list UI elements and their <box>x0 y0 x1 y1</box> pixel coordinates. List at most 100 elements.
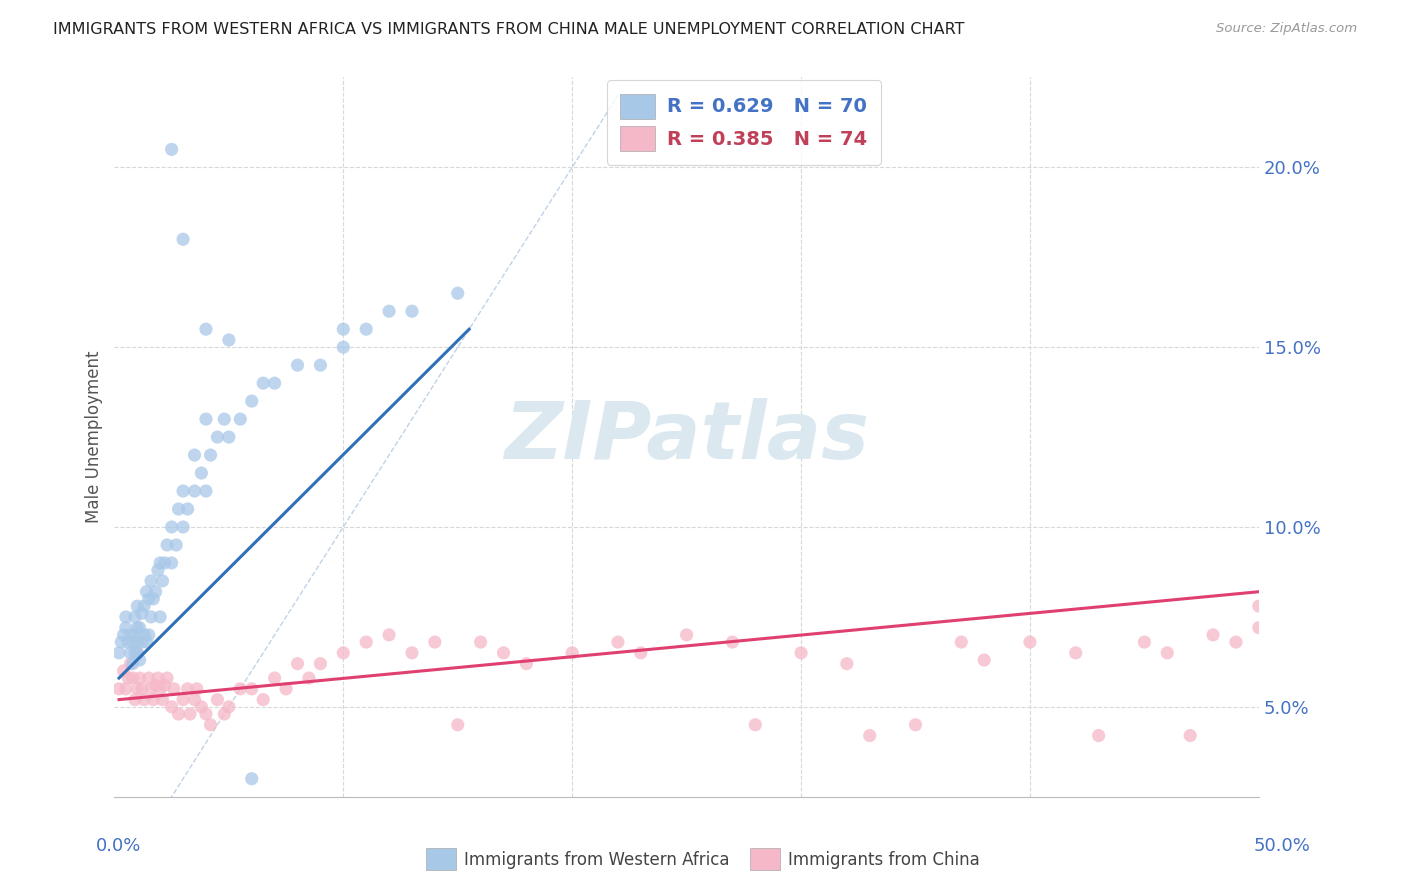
Point <box>153 678 176 692</box>
Point <box>121 635 143 649</box>
Point <box>108 646 131 660</box>
Point <box>127 646 149 660</box>
Point <box>675 628 697 642</box>
Point <box>401 646 423 660</box>
Point <box>135 635 157 649</box>
Point <box>214 706 236 721</box>
Point <box>298 671 321 685</box>
Point <box>1156 646 1178 660</box>
Point <box>950 635 973 649</box>
Point <box>561 646 583 660</box>
Point <box>121 671 143 685</box>
Point <box>186 681 208 696</box>
Point <box>176 502 198 516</box>
Point <box>200 448 222 462</box>
Point <box>492 646 515 660</box>
Point <box>207 692 229 706</box>
Point <box>146 671 169 685</box>
Point <box>156 671 179 685</box>
Point <box>229 681 252 696</box>
Point <box>145 584 167 599</box>
Point <box>117 635 139 649</box>
Point <box>973 653 995 667</box>
Point <box>128 671 150 685</box>
Point <box>378 628 401 642</box>
Point <box>127 646 149 660</box>
Point <box>447 718 470 732</box>
Point <box>152 692 174 706</box>
Point <box>112 664 135 678</box>
Point <box>153 556 176 570</box>
Point <box>124 646 146 660</box>
Point <box>1247 599 1270 613</box>
Point <box>287 657 309 671</box>
Point <box>190 466 212 480</box>
Point <box>142 591 165 606</box>
Point <box>172 692 194 706</box>
Point <box>176 681 198 696</box>
Point <box>194 412 217 426</box>
Point <box>183 692 205 706</box>
Point <box>1178 729 1201 743</box>
Point <box>163 681 186 696</box>
Point <box>138 671 160 685</box>
Point <box>112 628 135 642</box>
Point <box>120 657 142 671</box>
Point <box>287 358 309 372</box>
Point <box>194 483 217 498</box>
Point <box>127 599 149 613</box>
Point <box>274 681 297 696</box>
Point <box>744 718 766 732</box>
Point <box>138 628 160 642</box>
Point <box>1202 628 1225 642</box>
Point <box>183 448 205 462</box>
Point <box>134 599 156 613</box>
Point <box>1064 646 1087 660</box>
Point <box>131 635 153 649</box>
Point <box>134 628 156 642</box>
Point <box>790 646 813 660</box>
Point <box>128 621 150 635</box>
Point <box>229 412 252 426</box>
Text: ZIPatlas: ZIPatlas <box>505 398 869 476</box>
Point <box>124 628 146 642</box>
Point <box>721 635 744 649</box>
Point <box>630 646 652 660</box>
Point <box>160 520 183 534</box>
Point <box>149 681 172 696</box>
Point <box>127 681 149 696</box>
Point <box>309 358 332 372</box>
Point <box>131 607 153 621</box>
Point <box>121 657 143 671</box>
Point <box>160 699 183 714</box>
Point <box>127 635 149 649</box>
Point <box>115 681 138 696</box>
Point <box>214 412 236 426</box>
Text: Source: ZipAtlas.com: Source: ZipAtlas.com <box>1216 22 1357 36</box>
Point <box>1019 635 1042 649</box>
Point <box>124 610 146 624</box>
Point <box>252 692 274 706</box>
Point <box>172 520 194 534</box>
Point <box>149 556 172 570</box>
Text: IMMIGRANTS FROM WESTERN AFRICA VS IMMIGRANTS FROM CHINA MALE UNEMPLOYMENT CORREL: IMMIGRANTS FROM WESTERN AFRICA VS IMMIGR… <box>53 22 965 37</box>
Point <box>190 699 212 714</box>
Point <box>139 574 162 588</box>
Point <box>423 635 446 649</box>
Point <box>1087 729 1109 743</box>
Point <box>120 646 142 660</box>
Point <box>142 692 165 706</box>
Point <box>309 657 332 671</box>
Point <box>835 657 858 671</box>
Point <box>146 563 169 577</box>
Point <box>200 718 222 732</box>
Point <box>194 706 217 721</box>
Point <box>607 635 630 649</box>
Point <box>149 610 172 624</box>
Point <box>172 232 194 246</box>
Point <box>156 538 179 552</box>
Point <box>108 681 131 696</box>
Point <box>152 574 174 588</box>
Point <box>120 628 142 642</box>
Point <box>218 699 240 714</box>
